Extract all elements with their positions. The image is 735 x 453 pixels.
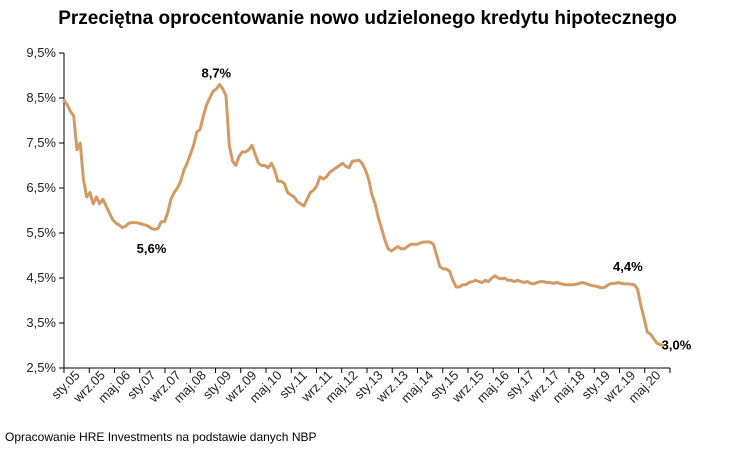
data-label: 3,0% bbox=[662, 338, 692, 353]
data-label: 5,6% bbox=[137, 241, 167, 256]
y-tick-label: 8,5% bbox=[26, 90, 56, 105]
series-layer bbox=[62, 83, 665, 347]
y-tick-label: 6,5% bbox=[26, 180, 56, 195]
y-tick-label: 5,5% bbox=[26, 225, 56, 240]
data-label: 8,7% bbox=[201, 65, 231, 80]
y-tick-label: 4,5% bbox=[26, 270, 56, 285]
x-axis-ticks: sty.05wrz.05maj.06sty.07wrz.07maj.08sty.… bbox=[48, 368, 671, 406]
series-line bbox=[62, 83, 665, 347]
y-tick-label: 3,5% bbox=[26, 315, 56, 330]
y-tick-label: 2,5% bbox=[26, 360, 56, 375]
y-tick-label: 9,5% bbox=[26, 45, 56, 60]
y-axis-ticks: 2,5% 3,5% 4,5% 5,5% 6,5% 7,5% 8,5% 9,5% bbox=[26, 45, 64, 375]
data-label: 4,4% bbox=[613, 259, 643, 274]
source-note: Opracowanie HRE Investments na podstawie… bbox=[5, 430, 317, 444]
y-tick-label: 7,5% bbox=[26, 135, 56, 150]
annotations: 8,7% 5,6% 4,4% 3,0% bbox=[137, 65, 692, 352]
chart-title: Przeciętna oprocentowanie nowo udzielone… bbox=[58, 8, 677, 29]
